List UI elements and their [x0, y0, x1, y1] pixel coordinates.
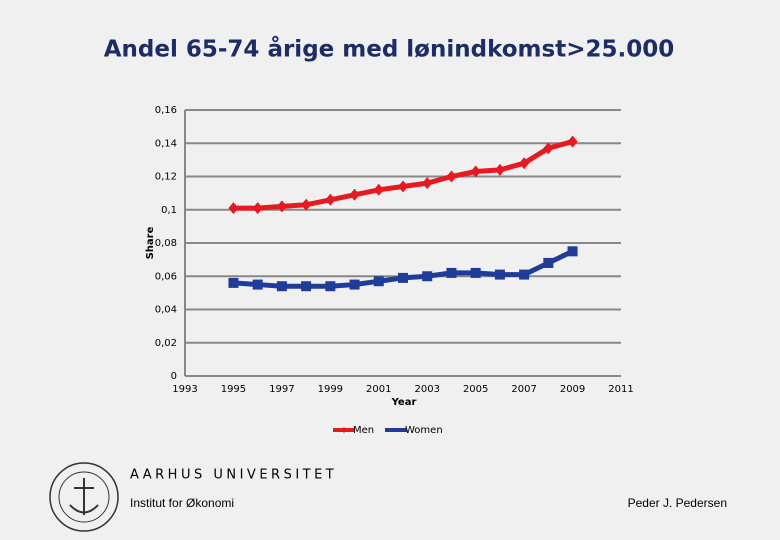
marker: [373, 276, 384, 287]
y-tick-label: 0,16: [155, 105, 177, 116]
x-tick-label: 2003: [414, 384, 439, 395]
x-tick-label: 2001: [366, 384, 391, 395]
marker: [349, 279, 360, 290]
marker: [252, 279, 263, 290]
marker: [301, 281, 312, 292]
marker: [301, 198, 312, 211]
marker: [519, 157, 530, 170]
x-tick-label: 1999: [318, 384, 343, 395]
marker: [470, 267, 481, 278]
marker: [567, 135, 578, 148]
marker: [276, 200, 287, 213]
legend-label: Women: [405, 425, 443, 436]
x-tick-label: 1995: [221, 384, 246, 395]
y-axis-label: Share: [145, 226, 156, 259]
y-tick-label: 0,04: [155, 305, 177, 316]
marker: [349, 188, 360, 201]
marker: [228, 277, 239, 288]
marker: [228, 202, 239, 215]
marker: [373, 183, 384, 196]
x-tick-label: 2007: [511, 384, 536, 395]
y-tick-label: 0,02: [155, 338, 177, 349]
legend-label: Men: [353, 425, 374, 436]
x-tick-label: 2011: [608, 384, 633, 395]
marker: [567, 246, 578, 257]
marker: [325, 193, 336, 206]
chart-title: Andel 65-74 årige med lønindkomst>25.000: [104, 36, 675, 63]
legend-marker: [341, 427, 347, 433]
marker: [276, 281, 287, 292]
marker: [470, 165, 481, 178]
marker: [543, 257, 554, 268]
seal: [49, 462, 119, 532]
marker: [325, 281, 336, 292]
department: Institut for Økonomi: [130, 496, 234, 510]
y-tick-label: 0,12: [155, 172, 177, 183]
x-tick-label: 1997: [269, 384, 294, 395]
x-axis-label: Year: [391, 397, 417, 408]
y-tick-label: 0,08: [155, 238, 177, 249]
marker: [543, 142, 554, 155]
marker: [252, 202, 263, 215]
y-tick-label: 0,1: [161, 205, 177, 216]
marker: [422, 177, 433, 190]
marker: [494, 269, 505, 280]
y-tick-label: 0,14: [155, 138, 177, 149]
marker: [398, 180, 408, 193]
marker: [519, 269, 530, 280]
marker: [398, 272, 408, 283]
marker: [446, 170, 457, 183]
marker: [422, 271, 433, 282]
y-tick-label: 0,06: [155, 271, 177, 282]
university: AARHUS UNIVERSITET: [130, 468, 337, 483]
author: Peder J. Pedersen: [628, 496, 727, 510]
y-tick-label: 0: [171, 371, 177, 382]
x-tick-label: 1993: [172, 384, 197, 395]
x-tick-label: 2005: [463, 384, 488, 395]
marker: [446, 267, 457, 278]
x-tick-label: 2009: [560, 384, 585, 395]
marker: [494, 163, 505, 176]
